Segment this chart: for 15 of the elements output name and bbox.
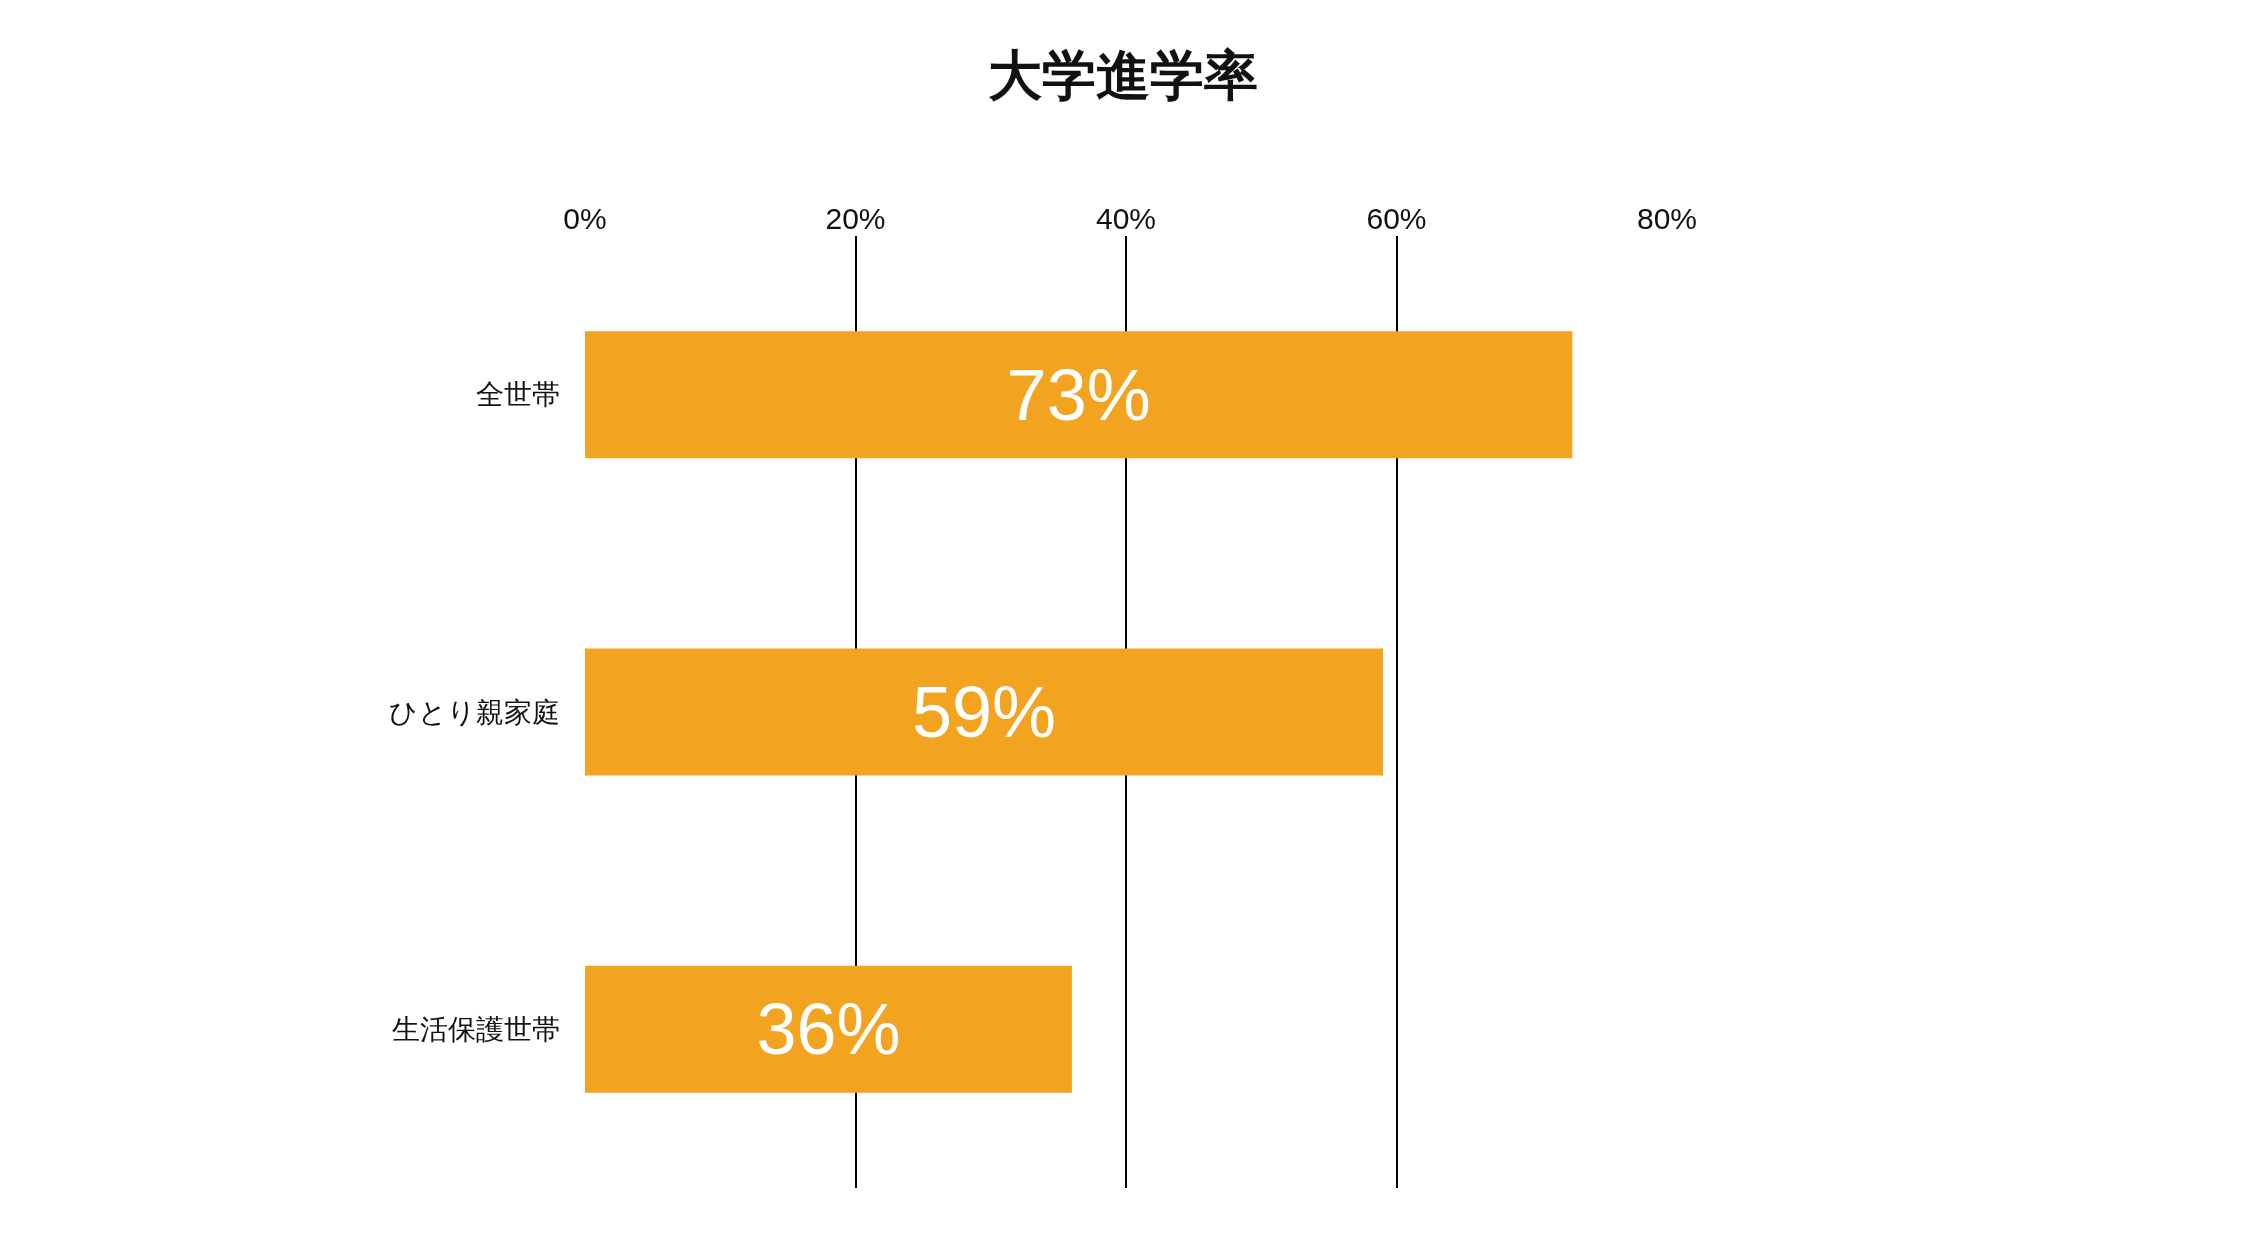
- bar: [585, 965, 1072, 1093]
- x-tick-label: 20%: [825, 202, 886, 235]
- x-tick-label: 60%: [1366, 202, 1427, 235]
- x-tick-label: 0%: [563, 202, 607, 235]
- x-tick-label: 40%: [1095, 202, 1157, 235]
- y-tick-label: ひとり親家庭: [389, 695, 561, 729]
- y-tick-label: 全世帯: [476, 378, 561, 412]
- y-tick-label: 生活保護世帯: [392, 1013, 561, 1047]
- bar: [585, 331, 1573, 459]
- data-label: 73%: [1006, 354, 1151, 435]
- chart-title: 大学進学率: [987, 43, 1258, 107]
- data-label: 59%: [911, 672, 1057, 752]
- data-label: 36%: [756, 989, 901, 1070]
- bar: [585, 648, 1383, 776]
- x-tick-label: 80%: [1636, 202, 1698, 235]
